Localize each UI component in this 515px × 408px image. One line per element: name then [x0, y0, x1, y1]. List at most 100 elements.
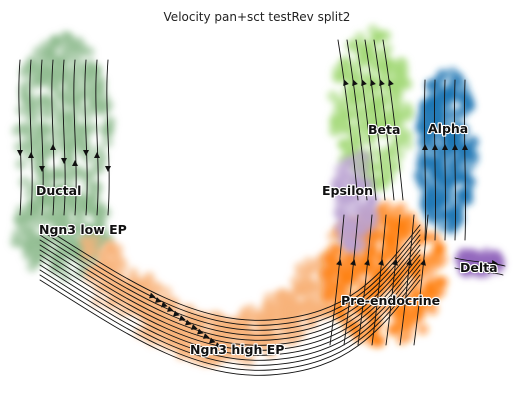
cell-point [482, 252, 494, 265]
cell-point [454, 189, 466, 202]
cell-point [434, 276, 446, 289]
cell-point [68, 41, 81, 54]
cell-point [99, 124, 112, 137]
streamline [18, 59, 22, 216]
cell-point [338, 123, 351, 136]
cell-point [365, 219, 378, 232]
streamline [39, 254, 421, 351]
cell-point [391, 293, 404, 306]
cell-point [405, 211, 418, 224]
cell-point [242, 343, 255, 356]
cell-point [356, 39, 369, 51]
cell-point [42, 144, 55, 157]
cell-point [389, 206, 402, 219]
cell-point [29, 77, 42, 90]
cell-point [451, 90, 464, 103]
cell-point [368, 269, 381, 282]
cell-point [24, 187, 37, 200]
velocity-arrow [179, 315, 186, 321]
streamline [382, 39, 404, 201]
cell-point [48, 203, 61, 216]
cell-point [341, 193, 353, 206]
cell-point [79, 250, 92, 262]
cell-point [372, 30, 385, 43]
cell-point [382, 172, 395, 184]
cell-point [457, 262, 470, 275]
cell-point [381, 146, 393, 159]
cell-point [304, 263, 317, 276]
cell-point [340, 55, 353, 67]
cell-point [302, 290, 315, 303]
cell-point [57, 201, 70, 214]
velocity-arrow [161, 301, 168, 308]
cell-point [393, 148, 406, 161]
cell-point [278, 294, 291, 307]
cell-point [93, 156, 106, 169]
cell-point [379, 62, 392, 75]
streamline [343, 214, 359, 346]
cell-point [440, 208, 453, 221]
cell-point [21, 248, 34, 261]
cell-point [422, 289, 435, 302]
streamline [373, 39, 395, 201]
cell-point [462, 96, 475, 109]
cell-point [49, 34, 62, 47]
streamline [364, 39, 386, 201]
velocity-arrow [203, 333, 210, 339]
cell-point [333, 163, 346, 176]
cell-point [380, 200, 393, 213]
velocity-arrow [173, 310, 180, 317]
cell-point [74, 266, 87, 279]
velocity-arrow [379, 79, 385, 87]
cell-point [62, 142, 75, 155]
cell-point [341, 86, 354, 99]
cell-point [47, 213, 60, 226]
streamline [385, 214, 401, 346]
label-ductal: Ductal [36, 183, 81, 198]
cell-point [11, 124, 24, 137]
streamline [454, 257, 506, 267]
cell-point [423, 277, 436, 290]
cell-point [401, 78, 414, 91]
velocity-arrow [487, 268, 494, 274]
streamline [337, 39, 359, 201]
cell-point [362, 70, 375, 82]
cell-point [21, 90, 34, 103]
cell-point [426, 303, 439, 316]
cell-point [366, 306, 379, 318]
cell-point [33, 251, 46, 264]
cell-point [357, 208, 370, 221]
velocity-arrow [420, 259, 426, 266]
cell-point [333, 175, 346, 188]
cell-point [92, 144, 105, 157]
velocity-arrow [94, 152, 100, 158]
cell-point [467, 153, 480, 166]
cell-point [237, 322, 250, 335]
cell-point [209, 316, 222, 329]
streamline [346, 39, 368, 201]
velocity-arrow [191, 324, 198, 330]
cell-point [242, 312, 255, 325]
streamline [413, 214, 429, 346]
cell-point [68, 95, 81, 108]
streamline [29, 59, 33, 216]
cell-point [133, 326, 146, 339]
cell-point [377, 160, 390, 173]
streamline [106, 59, 110, 216]
cell-point [122, 295, 135, 308]
cell-point [105, 244, 118, 257]
cell-point [452, 107, 465, 120]
velocity-arrow [149, 292, 156, 299]
velocity-arrow [105, 166, 111, 172]
streamline [39, 274, 421, 371]
streamline [39, 244, 421, 341]
cell-point [395, 217, 408, 230]
cell-point [78, 235, 91, 248]
cell-point [320, 267, 333, 280]
streamline [357, 214, 373, 346]
cell-point [416, 176, 429, 189]
cell-point [326, 281, 339, 294]
cell-point [21, 210, 34, 223]
cell-point [396, 309, 409, 322]
cell-point [375, 106, 388, 119]
